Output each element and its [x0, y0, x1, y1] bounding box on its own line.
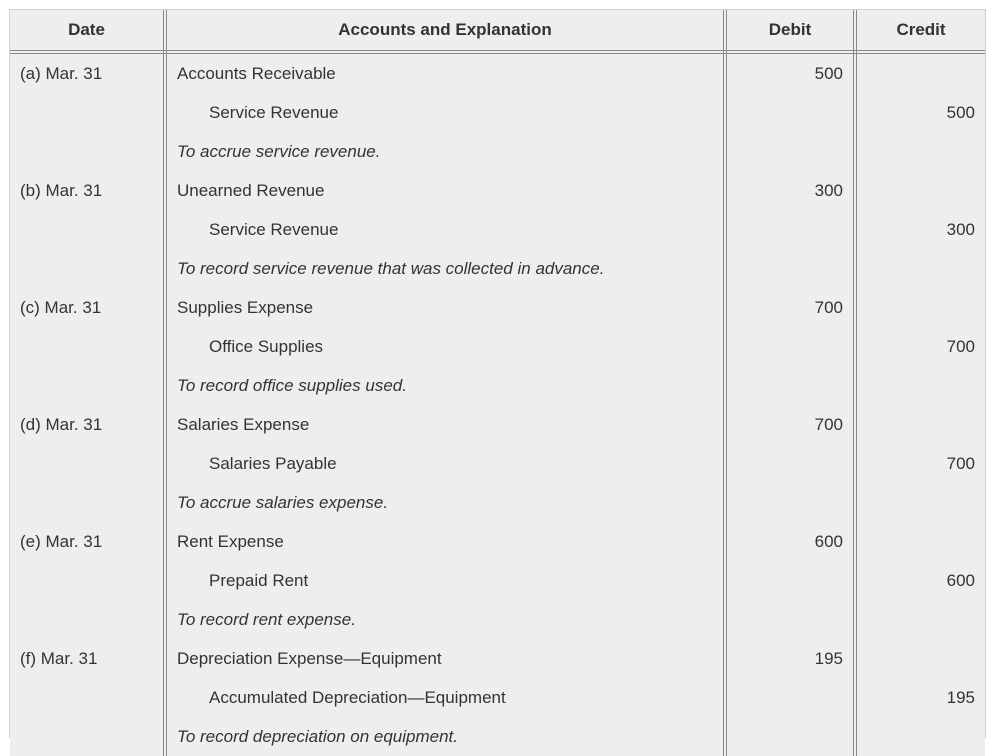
entry-b-credit-row: Service Revenue 300 [10, 210, 985, 249]
debit-amount-blank [725, 210, 855, 249]
credit-amount-blank [855, 171, 985, 210]
entry-a-credit-row: Service Revenue 500 [10, 93, 985, 132]
entry-date-blank [10, 600, 165, 639]
entry-c-debit-row: (c) Mar. 31Supplies Expense700 [10, 288, 985, 327]
entry-e-explanation-row: To record rent expense. [10, 600, 985, 639]
credit-account: Office Supplies [165, 327, 725, 366]
credit-account: Salaries Payable [165, 444, 725, 483]
entry-b-debit-row: (b) Mar. 31Unearned Revenue300 [10, 171, 985, 210]
entry-d-credit-row: Salaries Payable 700 [10, 444, 985, 483]
entry-e-credit-row: Prepaid Rent 600 [10, 561, 985, 600]
entry-explanation: To record service revenue that was colle… [165, 249, 725, 288]
entry-explanation: To record depreciation on equipment. [165, 717, 725, 756]
debit-amount: 300 [725, 171, 855, 210]
entry-date: (f) Mar. 31 [10, 639, 165, 678]
debit-account: Salaries Expense [165, 405, 725, 444]
credit-blank [855, 366, 985, 405]
debit-account: Accounts Receivable [165, 52, 725, 93]
debit-blank [725, 717, 855, 756]
debit-blank [725, 483, 855, 522]
col-header-date: Date [10, 10, 165, 52]
journal-panel: Date Accounts and Explanation Debit Cred… [9, 9, 986, 738]
credit-blank [855, 132, 985, 171]
entry-date-blank [10, 93, 165, 132]
credit-amount-blank [855, 405, 985, 444]
entry-d-debit-row: (d) Mar. 31Salaries Expense700 [10, 405, 985, 444]
debit-amount-blank [725, 327, 855, 366]
entry-explanation: To accrue salaries expense. [165, 483, 725, 522]
debit-blank [725, 366, 855, 405]
entry-f-explanation-row: To record depreciation on equipment. [10, 717, 985, 756]
entry-date: (b) Mar. 31 [10, 171, 165, 210]
debit-account: Depreciation Expense—Equipment [165, 639, 725, 678]
entry-date-blank [10, 561, 165, 600]
entry-explanation: To accrue service revenue. [165, 132, 725, 171]
credit-amount-blank [855, 639, 985, 678]
debit-blank [725, 132, 855, 171]
credit-blank [855, 483, 985, 522]
entry-e-debit-row: (e) Mar. 31Rent Expense600 [10, 522, 985, 561]
entry-explanation: To record office supplies used. [165, 366, 725, 405]
debit-amount-blank [725, 93, 855, 132]
credit-account: Service Revenue [165, 210, 725, 249]
credit-amount: 600 [855, 561, 985, 600]
col-header-credit: Credit [855, 10, 985, 52]
entry-date-blank [10, 678, 165, 717]
debit-amount: 600 [725, 522, 855, 561]
page-container: Date Accounts and Explanation Debit Cred… [0, 0, 995, 747]
debit-amount: 700 [725, 405, 855, 444]
credit-amount: 700 [855, 327, 985, 366]
credit-amount: 300 [855, 210, 985, 249]
entry-a-debit-row: (a) Mar. 31Accounts Receivable500 [10, 52, 985, 93]
entry-c-credit-row: Office Supplies 700 [10, 327, 985, 366]
entry-c-explanation-row: To record office supplies used. [10, 366, 985, 405]
entry-d-explanation-row: To accrue salaries expense. [10, 483, 985, 522]
entry-date: (a) Mar. 31 [10, 52, 165, 93]
credit-account: Accumulated Depreciation—Equipment [165, 678, 725, 717]
journal-table: Date Accounts and Explanation Debit Cred… [10, 10, 985, 756]
debit-blank [725, 249, 855, 288]
debit-amount: 700 [725, 288, 855, 327]
debit-account: Supplies Expense [165, 288, 725, 327]
entry-date-blank [10, 717, 165, 756]
entry-date: (c) Mar. 31 [10, 288, 165, 327]
entry-a-explanation-row: To accrue service revenue. [10, 132, 985, 171]
debit-account: Unearned Revenue [165, 171, 725, 210]
debit-account: Rent Expense [165, 522, 725, 561]
entry-date-blank [10, 366, 165, 405]
entry-date-blank [10, 249, 165, 288]
credit-blank [855, 249, 985, 288]
header-row: Date Accounts and Explanation Debit Cred… [10, 10, 985, 52]
credit-amount: 500 [855, 93, 985, 132]
entry-b-explanation-row: To record service revenue that was colle… [10, 249, 985, 288]
credit-amount: 195 [855, 678, 985, 717]
debit-blank [725, 600, 855, 639]
credit-blank [855, 600, 985, 639]
entry-date: (e) Mar. 31 [10, 522, 165, 561]
credit-amount-blank [855, 288, 985, 327]
entry-date-blank [10, 210, 165, 249]
col-header-acct: Accounts and Explanation [165, 10, 725, 52]
entry-date-blank [10, 327, 165, 366]
entry-f-debit-row: (f) Mar. 31Depreciation Expense—Equipmen… [10, 639, 985, 678]
entry-date-blank [10, 483, 165, 522]
credit-amount-blank [855, 522, 985, 561]
credit-amount: 700 [855, 444, 985, 483]
credit-account: Prepaid Rent [165, 561, 725, 600]
credit-blank [855, 717, 985, 756]
debit-amount-blank [725, 444, 855, 483]
entry-f-credit-row: Accumulated Depreciation—Equipment 195 [10, 678, 985, 717]
debit-amount-blank [725, 561, 855, 600]
debit-amount: 500 [725, 52, 855, 93]
debit-amount: 195 [725, 639, 855, 678]
entry-explanation: To record rent expense. [165, 600, 725, 639]
entry-date-blank [10, 132, 165, 171]
credit-amount-blank [855, 52, 985, 93]
entry-date-blank [10, 444, 165, 483]
col-header-debit: Debit [725, 10, 855, 52]
credit-account: Service Revenue [165, 93, 725, 132]
entry-date: (d) Mar. 31 [10, 405, 165, 444]
debit-amount-blank [725, 678, 855, 717]
